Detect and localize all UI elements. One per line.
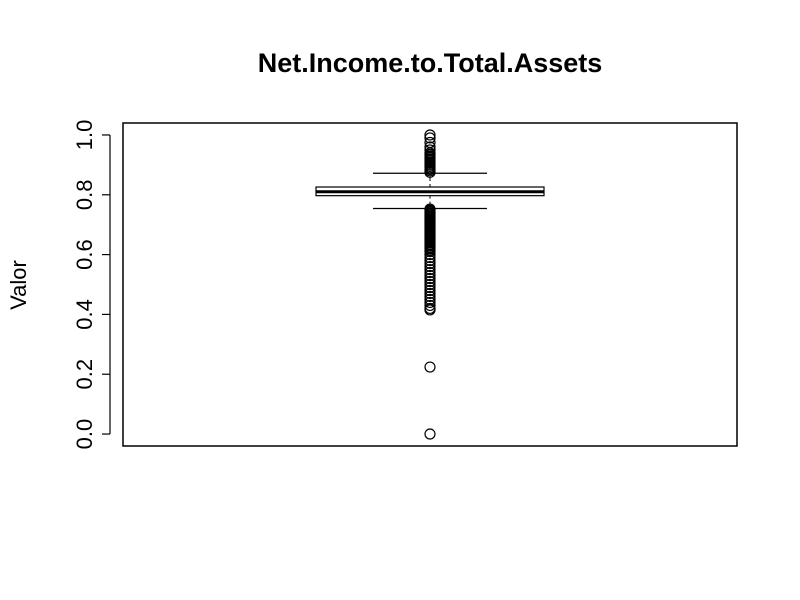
y-tick-label: 0.4 (72, 299, 97, 330)
plot-area (315, 129, 545, 440)
outlier-point (424, 260, 436, 273)
y-tick-label: 0.0 (72, 419, 97, 450)
outlier-point (424, 254, 436, 267)
outlier-point (424, 269, 436, 282)
outlier-point (424, 287, 436, 300)
outlier-point (424, 290, 436, 303)
y-tick-label: 1.0 (72, 120, 97, 151)
outlier-point (424, 246, 436, 258)
outlier-point (424, 263, 436, 276)
y-axis: 0.0 0.2 0.4 0.6 0.8 1.0 (72, 120, 111, 450)
outlier-point (424, 132, 436, 144)
outlier-point (424, 272, 436, 285)
outlier-point (424, 304, 436, 316)
outlier-point (424, 166, 436, 178)
outlier-point (424, 361, 436, 373)
outlier-point (424, 296, 436, 309)
outlier-point (424, 428, 436, 440)
outlier-point (424, 129, 436, 141)
outlier-point (424, 299, 436, 312)
outlier-point (424, 278, 436, 291)
outlier-point (424, 284, 436, 297)
y-tick-label: 0.6 (72, 239, 97, 270)
y-axis-label: Valor (6, 260, 31, 310)
y-tick-label: 0.2 (72, 359, 97, 390)
outlier-point (424, 281, 436, 294)
outlier-point (424, 275, 436, 288)
outlier-point (424, 266, 436, 279)
outlier-point (424, 248, 436, 261)
plot-frame (122, 122, 738, 447)
y-tick-label: 0.8 (72, 179, 97, 210)
outlier-point (424, 251, 436, 264)
chart-title: Net.Income.to.Total.Assets (258, 48, 603, 78)
outlier-point (424, 257, 436, 270)
